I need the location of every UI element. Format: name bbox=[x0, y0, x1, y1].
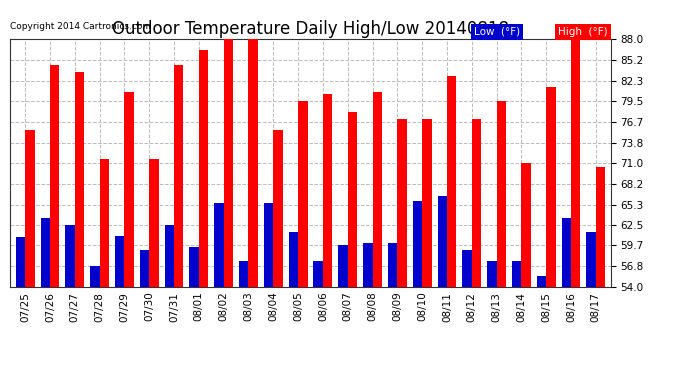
Bar bbox=[323, 94, 333, 287]
Bar bbox=[124, 92, 134, 287]
Bar bbox=[26, 130, 34, 287]
Bar bbox=[174, 65, 184, 287]
Bar bbox=[149, 159, 159, 287]
Bar bbox=[41, 218, 50, 287]
Bar bbox=[288, 232, 298, 287]
Bar bbox=[165, 225, 174, 287]
Bar bbox=[562, 218, 571, 287]
Bar bbox=[373, 92, 382, 287]
Bar bbox=[422, 120, 431, 287]
Bar bbox=[90, 267, 99, 287]
Bar bbox=[140, 251, 149, 287]
Bar bbox=[413, 201, 422, 287]
Bar bbox=[487, 261, 497, 287]
Text: High  (°F): High (°F) bbox=[558, 27, 608, 37]
Bar bbox=[115, 236, 124, 287]
Bar bbox=[224, 39, 233, 287]
Bar bbox=[397, 120, 406, 287]
Bar bbox=[537, 276, 546, 287]
Bar bbox=[437, 196, 447, 287]
Bar bbox=[512, 261, 522, 287]
Bar bbox=[16, 237, 26, 287]
Bar bbox=[522, 163, 531, 287]
Bar bbox=[264, 203, 273, 287]
Bar bbox=[66, 225, 75, 287]
Bar bbox=[273, 130, 283, 287]
Bar bbox=[99, 159, 109, 287]
Bar bbox=[472, 120, 481, 287]
Bar bbox=[248, 39, 258, 287]
Bar bbox=[348, 112, 357, 287]
Bar bbox=[447, 76, 456, 287]
Text: Copyright 2014 Cartronics.com: Copyright 2014 Cartronics.com bbox=[10, 22, 152, 31]
Bar bbox=[462, 251, 472, 287]
Bar bbox=[595, 167, 605, 287]
Bar bbox=[388, 243, 397, 287]
Bar bbox=[215, 203, 224, 287]
Bar bbox=[239, 261, 248, 287]
Bar bbox=[497, 101, 506, 287]
Bar bbox=[338, 244, 348, 287]
Bar bbox=[571, 39, 580, 287]
Bar bbox=[298, 101, 308, 287]
Bar bbox=[75, 72, 84, 287]
Bar bbox=[586, 232, 595, 287]
Text: Low  (°F): Low (°F) bbox=[474, 27, 520, 37]
Bar bbox=[190, 247, 199, 287]
Bar bbox=[363, 243, 373, 287]
Bar bbox=[313, 261, 323, 287]
Bar bbox=[50, 65, 59, 287]
Bar bbox=[199, 50, 208, 287]
Title: Outdoor Temperature Daily High/Low 20140818: Outdoor Temperature Daily High/Low 20140… bbox=[112, 20, 509, 38]
Bar bbox=[546, 87, 555, 287]
